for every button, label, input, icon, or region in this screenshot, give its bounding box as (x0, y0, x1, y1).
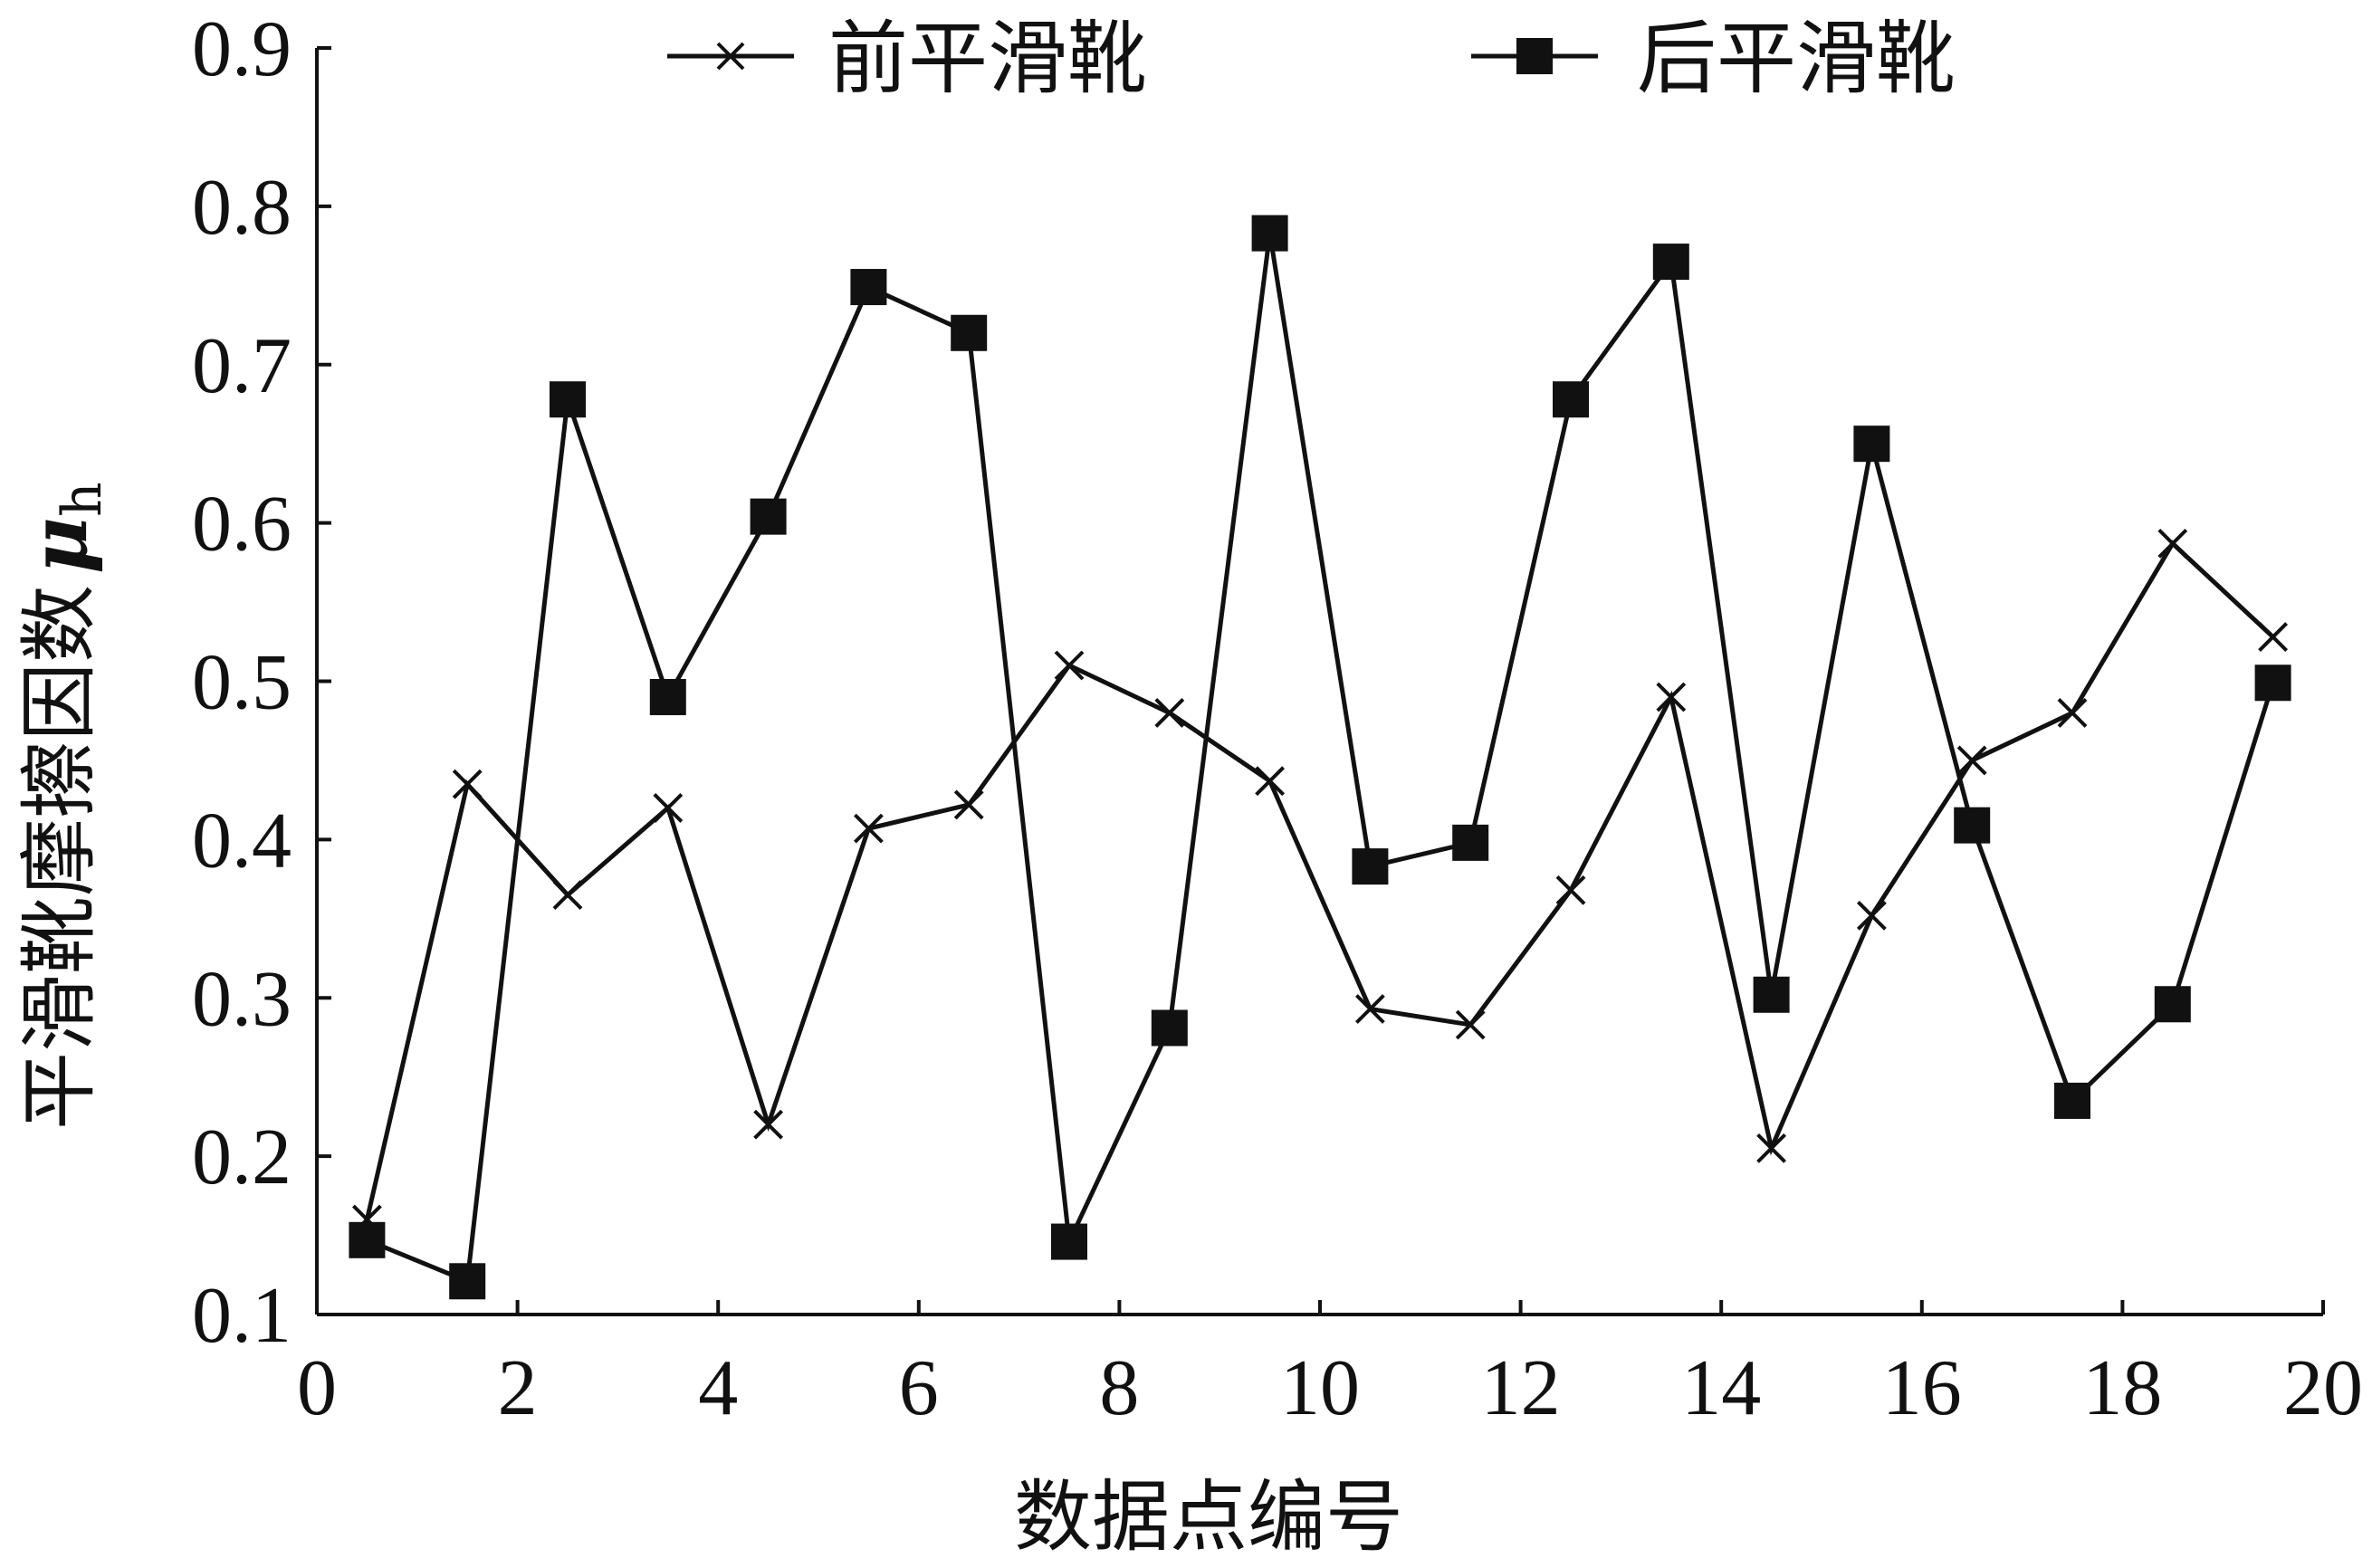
legend: 前平滑靴 后平滑靴 (667, 12, 1956, 105)
data-point-x (1354, 994, 1385, 1024)
data-point-x (1255, 766, 1286, 797)
x-tick-label: 20 (2283, 1344, 2363, 1432)
data-point-square (1452, 824, 1489, 861)
x-tick-label: 12 (1481, 1344, 1561, 1432)
data-point-x (753, 1109, 784, 1140)
x-tick-label: 2 (498, 1344, 538, 1432)
legend-square-marker-icon (1516, 38, 1553, 74)
data-point-square (1151, 1009, 1188, 1047)
axes: 0.1 0.2 0.3 0.4 0.5 0.6 0.7 0.8 0.9 0 2 4 6 8 10 12 14 1… (192, 5, 2363, 1432)
series-line (364, 540, 2275, 1220)
y-ticks: 0.1 0.2 0.3 0.4 0.5 0.6 0.7 0.8 0.9 (192, 5, 331, 1360)
x-tick-label: 10 (1280, 1344, 1360, 1432)
series-1 (351, 528, 2289, 1235)
data-point-square (1753, 976, 1790, 1013)
legend-x-marker-icon (716, 42, 745, 71)
data-point-square (1051, 1223, 1087, 1260)
y-tick-label: 0.8 (192, 164, 292, 252)
data-point-x (1455, 1009, 1486, 1040)
data-point-x (2057, 698, 2088, 728)
data-point-square (1553, 381, 1589, 418)
data-point-x (1555, 875, 1586, 905)
x-tick-label: 6 (899, 1344, 939, 1432)
legend-item-rear: 后平滑靴 (1471, 12, 1956, 105)
data-point-square (1652, 244, 1689, 281)
data-point-x (1656, 682, 1687, 712)
y-tick-label: 0.4 (192, 797, 292, 884)
legend-label-front: 前平滑靴 (828, 12, 1147, 105)
data-point-square (349, 1221, 386, 1258)
series-2 (349, 215, 2291, 1300)
data-point-x (1756, 1133, 1787, 1163)
data-point-square (750, 498, 787, 535)
y-tick-label: 0.5 (192, 639, 292, 727)
data-point-x (1856, 900, 1887, 931)
x-tick-label: 18 (2082, 1344, 2162, 1432)
y-tick-label: 0.6 (192, 481, 292, 569)
y-tick-label: 0.1 (192, 1272, 292, 1360)
y-tick-label: 0.2 (192, 1114, 292, 1201)
data-point-square (2154, 986, 2191, 1023)
x-tick-label: 8 (1099, 1344, 1139, 1432)
data-point-square (550, 381, 586, 418)
data-point-x (1054, 650, 1085, 681)
data-point-square (951, 314, 988, 351)
x-tick-label: 14 (1681, 1344, 1761, 1432)
series-layer (349, 215, 2291, 1300)
data-point-x (2258, 622, 2289, 652)
data-point-x (2157, 528, 2188, 559)
y-axis-title-subscript: h (51, 482, 114, 517)
data-point-square (1954, 807, 1991, 844)
data-point-x (552, 880, 583, 910)
data-point-x (853, 813, 884, 844)
data-point-square (1853, 425, 1890, 463)
data-point-x (953, 789, 984, 820)
data-point-square (2054, 1082, 2090, 1119)
y-tick-label: 0.9 (192, 5, 292, 93)
data-point-x (452, 769, 483, 799)
data-point-square (850, 269, 887, 306)
x-tick-label: 16 (1882, 1344, 1962, 1432)
data-point-x (1956, 745, 1987, 776)
data-point-square (2254, 664, 2291, 702)
data-point-square (1251, 215, 1288, 252)
y-tick-label: 0.7 (192, 322, 292, 410)
x-tick-label: 0 (297, 1344, 337, 1432)
legend-item-front: 前平滑靴 (667, 12, 1147, 105)
legend-label-rear: 后平滑靴 (1637, 12, 1956, 105)
y-axis-title-symbol: μ (14, 517, 105, 574)
y-axis-title-text: 平滑靴摩擦因数 (14, 585, 105, 1130)
y-tick-label: 0.3 (192, 955, 292, 1043)
data-point-square (449, 1263, 486, 1300)
series-line (366, 233, 2275, 1285)
x-tick-label: 4 (698, 1344, 738, 1432)
x-axis-title: 数据点编号 (1014, 1472, 1403, 1563)
data-point-x (653, 792, 684, 823)
data-point-square (649, 678, 686, 715)
y-axis-title: 平滑靴摩擦因数 μh (14, 482, 114, 1130)
x-ticks: 0 2 4 6 8 10 12 14 16 18 20 (297, 1300, 2363, 1432)
data-point-x (1154, 698, 1185, 728)
data-point-square (1352, 848, 1389, 885)
